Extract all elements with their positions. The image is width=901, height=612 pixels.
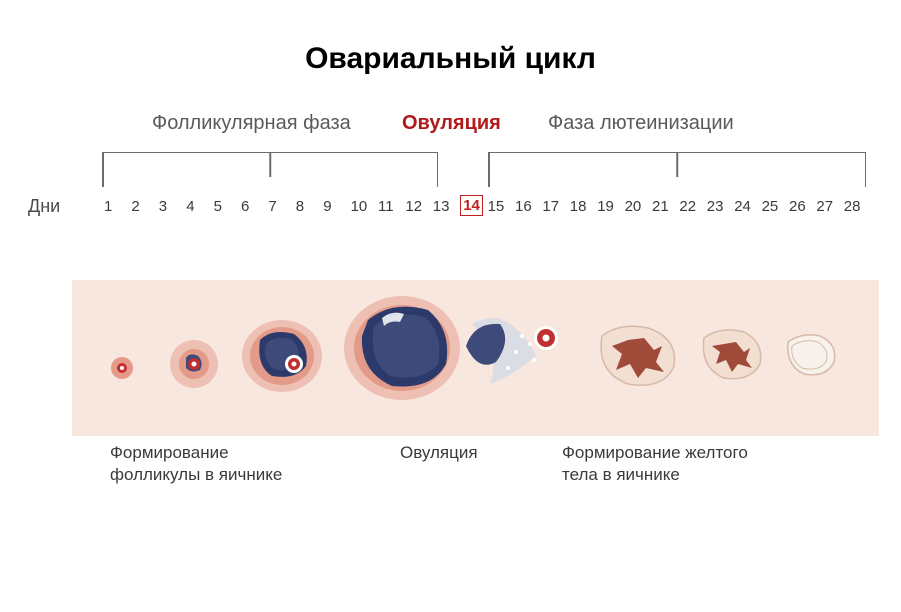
day-10: 10 bbox=[351, 198, 368, 215]
day-14: 14 bbox=[460, 195, 483, 216]
phase-ovulation-label: Овуляция bbox=[402, 112, 501, 135]
day-2: 2 bbox=[131, 198, 139, 215]
day-6: 6 bbox=[241, 198, 249, 215]
day-15: 15 bbox=[488, 198, 505, 215]
day-19: 19 bbox=[597, 198, 614, 215]
label-ovulation-bottom: Овуляция bbox=[400, 442, 478, 464]
bracket-luteal bbox=[488, 152, 866, 186]
day-8: 8 bbox=[296, 198, 304, 215]
phase-follicular-label: Фолликулярная фаза bbox=[152, 112, 351, 135]
phase-brackets bbox=[0, 152, 901, 188]
follicle-antral bbox=[242, 320, 322, 392]
day-28: 28 bbox=[844, 198, 861, 215]
day-25: 25 bbox=[762, 198, 779, 215]
day-9: 9 bbox=[323, 198, 331, 215]
follicle-secondary bbox=[170, 340, 218, 388]
day-24: 24 bbox=[734, 198, 751, 215]
corpus-luteum-2 bbox=[703, 330, 760, 379]
day-23: 23 bbox=[707, 198, 724, 215]
label-follicle-formation: Формирование фолликулы в яичнике bbox=[110, 442, 282, 486]
day-13: 13 bbox=[433, 198, 450, 215]
day-11: 11 bbox=[378, 198, 394, 215]
follicle-primary bbox=[111, 357, 133, 379]
bracket-follicular bbox=[102, 152, 438, 186]
follicle-stages-svg bbox=[72, 280, 879, 436]
day-7: 7 bbox=[268, 198, 276, 215]
day-22: 22 bbox=[679, 198, 696, 215]
corpus-luteum-1 bbox=[601, 326, 674, 385]
diagram-title: Овариальный цикл bbox=[0, 0, 901, 76]
day-1: 1 bbox=[104, 198, 112, 215]
follicle-ovulating bbox=[466, 318, 558, 384]
bottom-labels-row: Формирование фолликулы в яичнике Овуляци… bbox=[0, 442, 901, 512]
day-12: 12 bbox=[405, 198, 422, 215]
phase-luteal-label: Фаза лютеинизации bbox=[548, 112, 734, 135]
label-corpus-formation: Формирование желтого тела в яичнике bbox=[562, 442, 748, 486]
day-16: 16 bbox=[515, 198, 532, 215]
day-5: 5 bbox=[214, 198, 222, 215]
day-17: 17 bbox=[542, 198, 559, 215]
days-axis-label: Дни bbox=[28, 196, 60, 217]
day-20: 20 bbox=[625, 198, 642, 215]
day-3: 3 bbox=[159, 198, 167, 215]
days-row: Дни 123456789101112131415161718192021222… bbox=[0, 194, 901, 222]
day-18: 18 bbox=[570, 198, 587, 215]
day-4: 4 bbox=[186, 198, 194, 215]
corpus-albicans bbox=[788, 335, 835, 375]
day-27: 27 bbox=[816, 198, 833, 215]
day-21: 21 bbox=[652, 198, 669, 215]
phase-labels-row: Фолликулярная фаза Овуляция Фаза лютеини… bbox=[0, 112, 901, 148]
follicle-graafian bbox=[344, 296, 460, 400]
day-26: 26 bbox=[789, 198, 806, 215]
